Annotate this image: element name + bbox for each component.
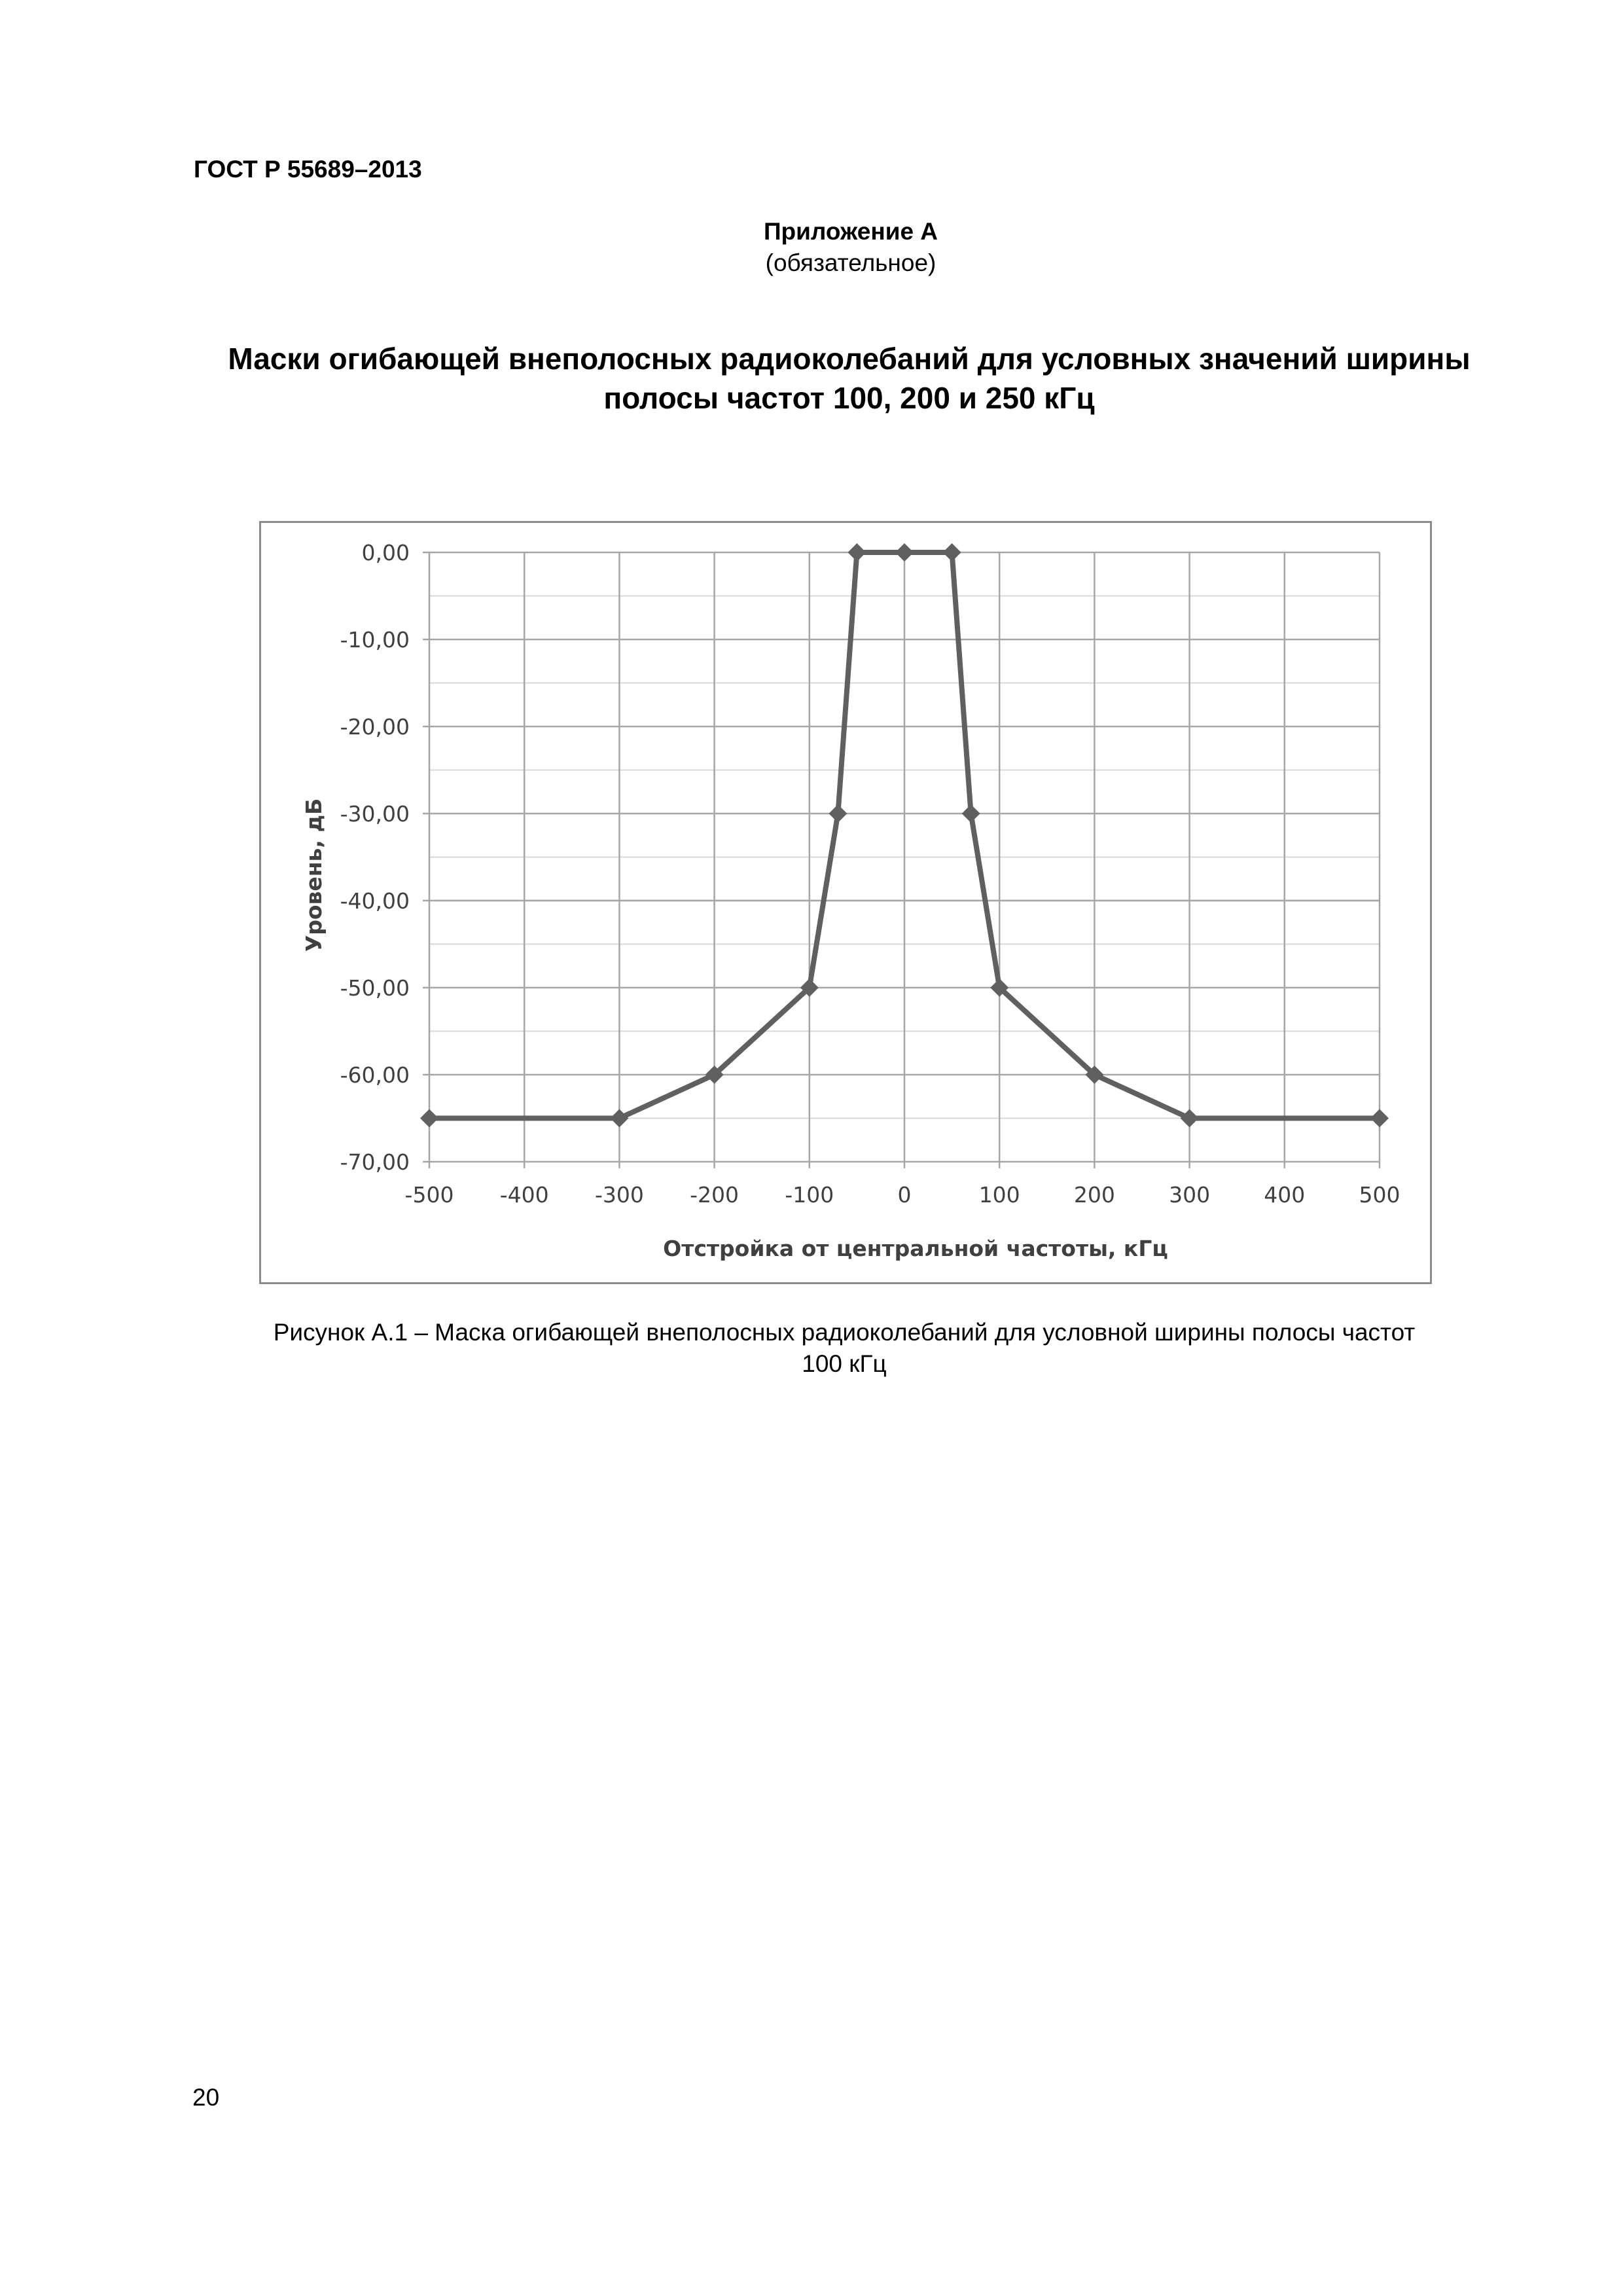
data-point-marker [829,804,847,823]
data-point-marker [847,543,866,562]
y-tick-label: -70,00 [340,1149,410,1175]
y-tick-label: -50,00 [340,975,410,1001]
x-tick-label: 100 [979,1182,1020,1208]
y-tick-label: -20,00 [340,714,410,740]
data-point-marker [610,1109,629,1128]
x-tick-label: -400 [500,1182,549,1208]
document-code: ГОСТ Р 55689–2013 [194,156,422,183]
y-tick-label: -10,00 [340,627,410,653]
data-point-marker [990,978,1009,997]
data-point-marker [705,1066,724,1084]
data-point-marker [1085,1066,1104,1084]
data-point-marker [1180,1109,1199,1128]
x-tick-label: 0 [898,1182,912,1208]
line-chart: 0,00 -10,00 -20,00 -30,00 -40,00 -50,00 -60,00… [301,540,1400,1261]
appendix-subtitle: (обязательное) [765,249,936,276]
y-tick-label: -60,00 [340,1062,410,1088]
x-tick-label: -300 [595,1182,644,1208]
x-tick-label: 200 [1074,1182,1115,1208]
data-point-marker [420,1109,438,1128]
figure-caption-line-2: 100 кГц [802,1350,887,1377]
x-tick-label: -200 [690,1182,739,1208]
page-number: 20 [192,2084,220,2111]
appendix-title: Приложение А [763,218,938,245]
x-axis-label: Отстройка от центральной частоты, кГц [663,1236,1168,1261]
figure-caption-line-1: Рисунок А.1 – Маска огибающей внеполосны… [273,1319,1416,1346]
data-point-marker [1370,1109,1389,1128]
x-tick-label: -500 [405,1182,454,1208]
data-point-marker [942,543,961,562]
y-tick-label: -30,00 [340,801,410,827]
appendix-heading: Приложение А (обязательное) [0,216,1623,279]
section-title: Маски огибающей внеполосных радиоколебан… [228,342,1471,415]
x-tick-label: 300 [1169,1182,1210,1208]
data-point-marker [895,543,914,562]
x-tick-label: 400 [1264,1182,1305,1208]
data-point-marker [961,804,980,823]
chart-frame: 0,00 -10,00 -20,00 -30,00 -40,00 -50,00 -60,00… [259,521,1432,1284]
x-tick-label: -100 [785,1182,834,1208]
figure-caption: Рисунок А.1 – Маска огибающей внеполосны… [196,1317,1492,1380]
y-tick-label: 0,00 [362,540,410,565]
data-point-marker [800,978,819,997]
x-tick-label: 500 [1359,1182,1400,1208]
y-tick-label: -40,00 [340,888,410,914]
y-axis-label: Уровень, дБ [301,798,327,952]
